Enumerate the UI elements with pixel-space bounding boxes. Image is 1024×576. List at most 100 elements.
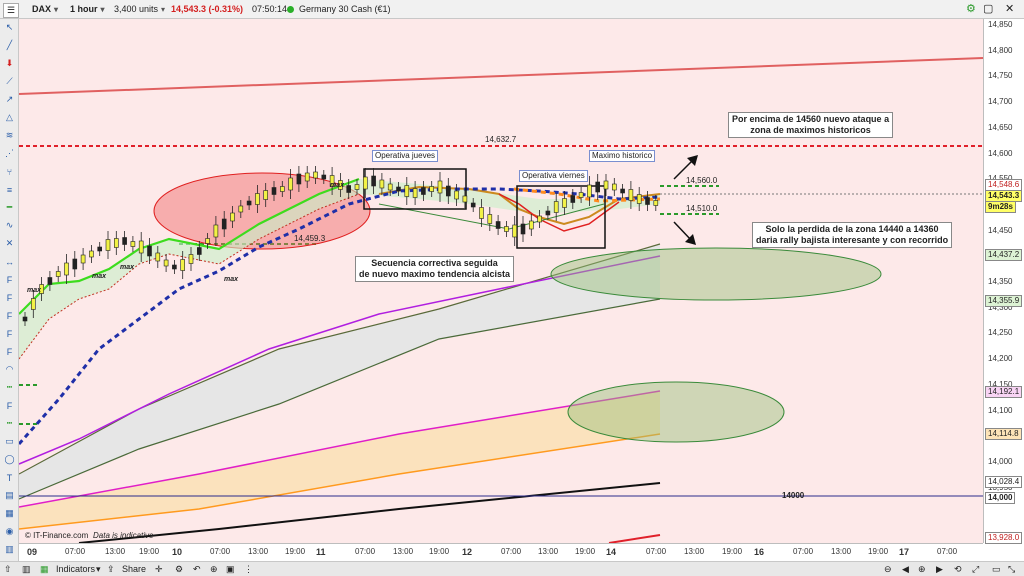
horizontal-line-icon[interactable]: ━: [6, 202, 13, 212]
wave-icon[interactable]: ∿: [5, 220, 14, 230]
text-tool-icon[interactable]: T: [6, 472, 13, 483]
fib-icon[interactable]: ≡: [6, 184, 13, 195]
label-operativa-viernes[interactable]: Operativa viernes: [519, 170, 588, 182]
fib-f4-icon[interactable]: F: [6, 328, 13, 339]
footer-source: © IT-Finance.com: [25, 531, 89, 540]
scroll-left-icon[interactable]: ◀: [902, 564, 909, 574]
x-tick-label: 11: [316, 547, 326, 557]
save-icon[interactable]: ▣: [226, 564, 235, 574]
indicators-dropdown-icon[interactable]: ▾: [96, 564, 101, 574]
x-tick-label: 19:00: [868, 547, 889, 556]
candle-body: [279, 186, 285, 192]
rectangle-icon[interactable]: ▭: [5, 436, 14, 446]
lock-icon[interactable]: ▭: [992, 564, 1001, 574]
label-operativa-jueves[interactable]: Operativa jueves: [372, 150, 439, 162]
candle-body: [288, 177, 293, 191]
menu-icon[interactable]: ☰: [3, 3, 19, 18]
label-maximo-historico[interactable]: Maximo historico: [589, 150, 656, 162]
pitchfork-icon[interactable]: ⑂: [6, 166, 13, 177]
hline-dashed-icon[interactable]: ┅: [6, 418, 13, 428]
level-14560-label: 14,560.0: [686, 176, 718, 185]
candle-body: [404, 185, 410, 197]
drawing-toolbar: ↖ ╱ ⬇ ⟋ ↗ △ ≋ ⋰ ⑂ ≡ ━ ∿ ✕ ↔ F F F F F ◠ …: [0, 19, 19, 561]
candle-body: [304, 172, 310, 182]
y-tick-label: 14,450: [988, 225, 1013, 235]
upper-trendline: [19, 57, 983, 95]
candle-body: [246, 200, 252, 206]
fit-icon[interactable]: ⤢: [972, 564, 980, 574]
chart-settings-icon[interactable]: ⚙: [966, 3, 976, 15]
zoom-out-icon[interactable]: ⊖: [884, 564, 892, 574]
more-icon[interactable]: ⋮: [244, 564, 253, 574]
candle-body: [197, 247, 202, 255]
indicators-button[interactable]: Indicators: [56, 564, 96, 574]
zoom-in-icon[interactable]: ⊕: [918, 564, 926, 574]
candle-body: [379, 179, 385, 189]
x-tick-label: 09: [27, 547, 38, 557]
fullscreen-icon[interactable]: ⤡: [1008, 564, 1016, 574]
arrow-down-icon[interactable]: ⬇: [5, 58, 14, 68]
chart-type-icon[interactable]: ▥: [22, 564, 31, 574]
candle-body: [504, 226, 509, 232]
fib-f2-icon[interactable]: F: [6, 292, 13, 303]
close-icon[interactable]: ✕: [1005, 3, 1015, 15]
candle-body: [138, 240, 144, 254]
instrument-selector[interactable]: DAX: [32, 3, 58, 16]
price-axis[interactable]: 14,850 14,800 14,750 14,700 14,650 14,600 14,5…: [983, 19, 1024, 544]
units-selector[interactable]: 3,400 units: [114, 3, 165, 16]
gann-icon[interactable]: ✕: [5, 238, 14, 248]
x-tick-label: 07:00: [937, 547, 958, 556]
line-tool-icon[interactable]: ╱: [6, 40, 13, 50]
cursor-icon[interactable]: ↖: [5, 22, 14, 32]
candle-body: [22, 316, 28, 322]
fan-icon[interactable]: ⋰: [5, 148, 14, 158]
fib-f6-icon[interactable]: F: [6, 400, 13, 411]
time-axis[interactable]: 09 07:00 13:00 19:00 10 07:00 13:00 19:00 11 07:0…: [19, 543, 983, 561]
triangle-icon[interactable]: △: [6, 112, 13, 122]
ellipse-icon[interactable]: ◯: [4, 454, 15, 464]
scroll-right-icon[interactable]: ▶: [936, 564, 943, 574]
x-tick-label: 19:00: [575, 547, 596, 556]
crosshair-icon[interactable]: ✛: [155, 564, 163, 574]
candle-body: [445, 185, 451, 197]
candle-body: [578, 192, 584, 198]
timeframe-selector[interactable]: 1 hour: [70, 3, 105, 16]
candle-body: [329, 175, 335, 187]
fib-f-icon[interactable]: F: [6, 274, 13, 285]
y-tick-label: 14,300: [988, 302, 1013, 312]
candle-body: [437, 180, 443, 194]
candle-body: [72, 258, 78, 270]
fib-f3-icon[interactable]: F: [6, 310, 13, 321]
settings-icon[interactable]: ⚙: [175, 564, 184, 574]
annotation-mid-right[interactable]: Solo la perdida de la zona 14440 a 14360…: [752, 222, 953, 248]
y-tick-label: 14,750: [988, 71, 1013, 81]
arc-icon[interactable]: ◠: [5, 364, 14, 374]
price-chart[interactable]: 14,632.7 14,560.0 14,510.0 14,459.3 1400…: [19, 19, 983, 543]
candlesticks: [22, 166, 659, 326]
label-icon[interactable]: ▤: [5, 490, 14, 500]
candle-body: [354, 184, 360, 190]
indicators-icon[interactable]: ▦: [40, 564, 49, 574]
candle-body: [55, 271, 61, 277]
image-icon[interactable]: ▦: [5, 508, 14, 518]
share-icon[interactable]: ⇪: [107, 564, 115, 574]
x-tick-label: 13:00: [684, 547, 705, 556]
level-box-14000: 14,000: [985, 492, 1016, 504]
fib-f5-icon[interactable]: F: [6, 346, 13, 357]
x-tick-label: 16: [754, 547, 765, 557]
measure-icon[interactable]: ↔: [5, 256, 14, 267]
maximize-icon[interactable]: ▢: [983, 3, 994, 15]
share-button[interactable]: Share: [122, 564, 147, 574]
ray-icon[interactable]: ↗: [5, 94, 14, 104]
eye-icon[interactable]: ◉: [5, 526, 14, 536]
hline-green-icon[interactable]: ┅: [6, 382, 13, 392]
undo-icon[interactable]: ↶: [193, 564, 201, 574]
trash-icon[interactable]: ▥: [5, 544, 14, 554]
trend-line-icon[interactable]: ⟋: [6, 76, 13, 86]
up-arrow-icon[interactable]: ⇧: [4, 564, 12, 574]
annotation-top-right[interactable]: Por encima de 14560 nuevo ataque a zona …: [728, 112, 894, 138]
annotation-center[interactable]: Secuencia correctiva seguida de nuevo ma…: [355, 256, 515, 282]
zoom-icon[interactable]: ⊕: [210, 564, 218, 574]
reset-icon[interactable]: ⟲: [954, 564, 962, 574]
channel-icon[interactable]: ≋: [5, 130, 14, 140]
